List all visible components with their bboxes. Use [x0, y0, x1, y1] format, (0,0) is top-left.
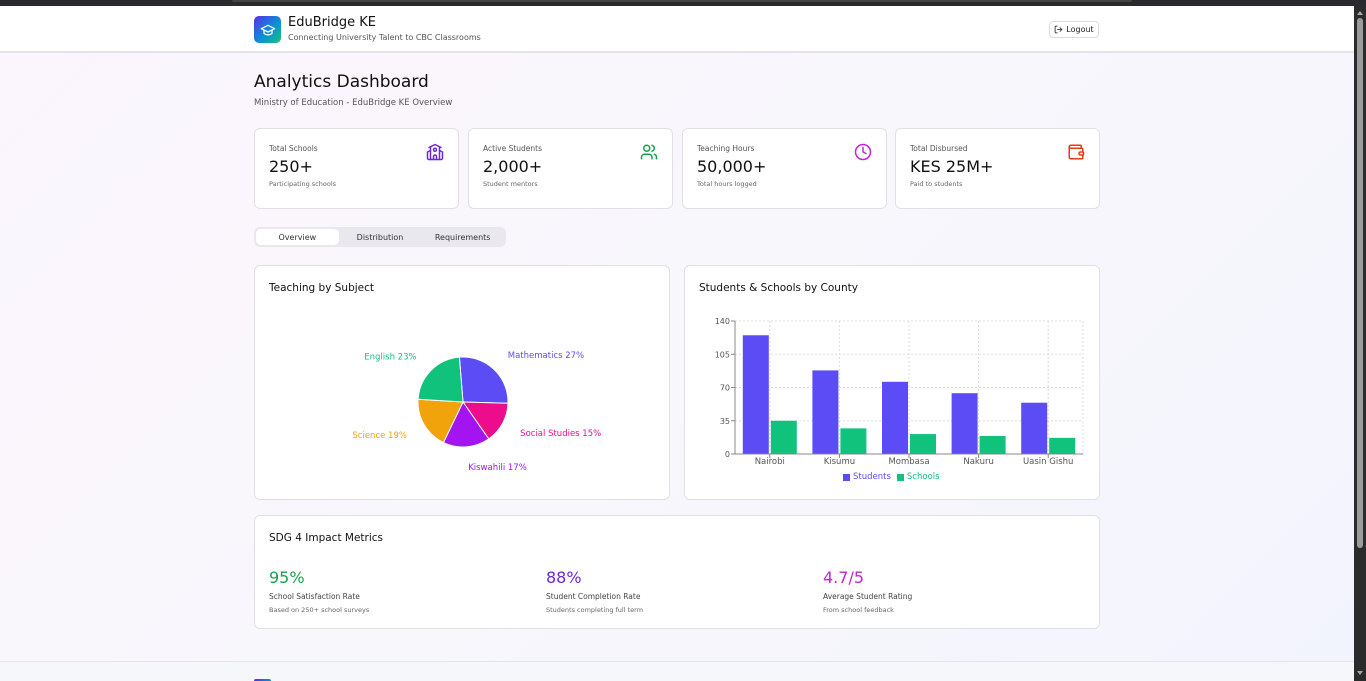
x-tick-label: Kisumu — [824, 457, 855, 467]
metric-value: 95% — [269, 568, 305, 587]
page-subtitle: Ministry of Education - EduBridge KE Ove… — [254, 98, 453, 108]
legend-item-students[interactable]: Students — [843, 472, 891, 482]
pie-slice-kiswahili[interactable] — [442, 401, 490, 448]
logout-icon — [1055, 25, 1063, 34]
dashboard-tabs: Overview Distribution Requirements — [254, 227, 506, 247]
metric-value: 4.7/5 — [823, 568, 865, 587]
graduation-cap-icon — [254, 16, 281, 43]
metric-satisfaction: 95% School Satisfaction Rate Based on 25… — [269, 568, 369, 614]
legend-item-schools[interactable]: Schools — [896, 472, 940, 482]
card-title: Teaching by Subject — [269, 282, 374, 294]
pie-slice-english[interactable] — [417, 356, 464, 403]
tab-requirements[interactable]: Requirements — [434, 232, 491, 242]
stat-label: Total Disbursed — [910, 144, 968, 153]
y-tick-label: 0 — [725, 450, 730, 459]
metric-rating: 4.7/5 Average Student Rating From school… — [823, 568, 912, 614]
bar-students-nairobi[interactable] — [742, 335, 769, 454]
metric-sub: Students completing full term — [546, 606, 644, 614]
stat-value: 2,000+ — [483, 157, 543, 176]
bar-students-kisumu[interactable] — [812, 370, 839, 454]
footer — [0, 661, 1354, 681]
stat-card-total-schools: Total Schools 250+ Participating schools — [254, 128, 459, 209]
teaching-by-subject-card: Teaching by Subject Mathematics 27% Socia… — [254, 265, 670, 500]
browser-tab-indicator — [232, 0, 1132, 2]
y-tick-label: 140 — [715, 317, 730, 326]
x-tick-label: Uasin Gishu — [1023, 457, 1073, 467]
stat-sub: Total hours logged — [697, 180, 757, 188]
vertical-scrollbar[interactable] — [1354, 6, 1366, 681]
legend-label: Students — [853, 472, 891, 482]
stat-sub: Paid to students — [910, 180, 963, 188]
clock-icon — [854, 143, 872, 161]
bar-legend: Students Schools — [843, 472, 940, 482]
stat-sub: Participating schools — [269, 180, 337, 188]
stat-label: Total Schools — [269, 144, 318, 153]
pie-chart: Mathematics 27% Social Studies 15% Kiswahi… — [352, 351, 601, 473]
metric-label: Student Completion Rate — [546, 592, 641, 601]
pie-label: English 23% — [364, 353, 416, 363]
bar-schools-uasin-gishu[interactable] — [1049, 437, 1076, 454]
scroll-down-arrow[interactable] — [1357, 671, 1363, 675]
x-tick-label: Mombasa — [888, 457, 929, 467]
sdg4-impact-card: SDG 4 Impact Metrics 95% School Satisfac… — [254, 515, 1100, 629]
legend-swatch — [896, 473, 904, 481]
metric-completion: 88% Student Completion Rate Students com… — [546, 568, 643, 614]
metric-sub: Based on 250+ school surveys — [269, 606, 370, 614]
metric-value: 88% — [546, 568, 582, 587]
y-tick-label: 105 — [715, 350, 730, 359]
stat-card-active-students: Active Students 2,000+ Student mentors — [468, 128, 673, 209]
card-title: SDG 4 Impact Metrics — [269, 532, 384, 544]
pie-label: Social Studies 15% — [520, 429, 601, 439]
pie-slice-science[interactable] — [417, 398, 464, 444]
y-tick-label: 35 — [720, 417, 730, 426]
tab-distribution[interactable]: Distribution — [356, 232, 404, 242]
app-subtitle: Connecting University Talent to CBC Clas… — [288, 33, 481, 42]
logout-label: Logout — [1066, 25, 1094, 34]
users-icon — [640, 144, 658, 160]
tab-overview[interactable]: Overview — [256, 229, 339, 245]
metric-sub: From school feedback — [823, 606, 894, 614]
legend-label: Schools — [906, 472, 940, 482]
bar-schools-nairobi[interactable] — [770, 420, 797, 454]
scrollbar-thumb[interactable] — [1357, 18, 1363, 548]
card-title: Students & Schools by County — [699, 282, 858, 294]
pie-label: Kiswahili 17% — [468, 463, 527, 473]
students-schools-county-card: Students & Schools by County 0 35 70 105 140… — [684, 265, 1100, 500]
pie-label: Science 19% — [352, 431, 407, 441]
legend-swatch — [843, 473, 850, 481]
bar-schools-kisumu[interactable] — [840, 428, 867, 454]
y-tick-label: 70 — [720, 384, 730, 393]
bar-students-uasin-gishu[interactable] — [1021, 402, 1048, 454]
pie-label: Mathematics 27% — [508, 351, 584, 361]
stat-value: 50,000+ — [697, 157, 767, 176]
metric-label: Average Student Rating — [823, 592, 913, 601]
logout-button[interactable]: Logout — [1049, 21, 1099, 38]
wallet-icon — [1068, 144, 1085, 160]
stat-card-teaching-hours: Teaching Hours 50,000+ Total hours logge… — [682, 128, 887, 209]
x-tick-label: Nairobi — [755, 457, 785, 467]
bar-students-nakuru[interactable] — [951, 393, 978, 454]
stat-card-total-disbursed: Total Disbursed KES 25M+ Paid to student… — [895, 128, 1100, 209]
page: EduBridge KE Connecting University Talen… — [0, 6, 1354, 681]
metric-label: School Satisfaction Rate — [269, 592, 360, 601]
app-header: EduBridge KE Connecting University Talen… — [0, 6, 1354, 53]
bar-chart: 0 35 70 105 140 Nairobi Kisumu Mombasa Nakuru Uas… — [715, 317, 1084, 467]
page-title: Analytics Dashboard — [254, 72, 429, 92]
stat-label: Teaching Hours — [697, 144, 755, 153]
footer-logo — [254, 679, 271, 681]
stat-value: KES 25M+ — [910, 157, 994, 176]
stat-sub: Student mentors — [483, 180, 538, 188]
browser-top-strip — [0, 0, 1366, 6]
stat-label: Active Students — [483, 144, 543, 153]
bar-students-mombasa[interactable] — [882, 381, 908, 454]
x-tick-label: Nakuru — [963, 457, 994, 467]
school-icon — [426, 143, 444, 161]
scroll-up-arrow[interactable] — [1357, 11, 1363, 15]
stat-value: 250+ — [269, 157, 313, 176]
bar-schools-mombasa[interactable] — [910, 434, 936, 454]
app-title: EduBridge KE — [288, 15, 376, 30]
pie-slice-mathematics[interactable] — [458, 356, 509, 404]
bar-schools-nakuru[interactable] — [979, 435, 1006, 454]
